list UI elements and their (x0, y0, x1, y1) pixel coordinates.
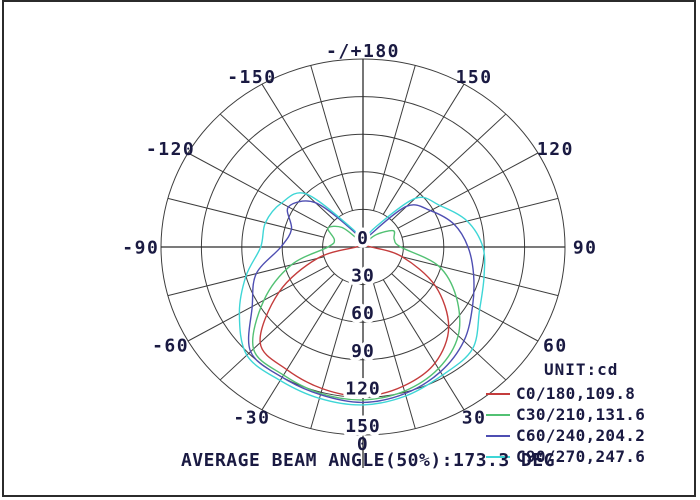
series-swatch-c60-240 (486, 434, 510, 437)
grid-spoke (219, 273, 335, 381)
legend-label-c60-240: C60/240,204.2 (516, 426, 646, 445)
angle-label-90: -90 (122, 237, 159, 258)
grid-spoke (310, 283, 354, 429)
curve-c90-270 (238, 192, 486, 406)
grid-spoke (261, 279, 344, 411)
angle-label-90: 90 (573, 237, 598, 258)
radial-tick-30: 30 (351, 266, 375, 287)
center-zero-label: 0 (357, 228, 369, 249)
angle-label-0: 0 (357, 434, 369, 455)
grid-spoke (372, 283, 416, 429)
curve-c30-210 (252, 225, 461, 401)
legend-item-c30-210: C30/210,131.6 (486, 404, 645, 425)
angle-label-30: 30 (462, 407, 487, 428)
grid-spoke (382, 83, 465, 215)
series-swatch-c0-180 (486, 392, 510, 395)
grid-spoke (187, 152, 329, 229)
grid-spoke (397, 152, 539, 229)
legend-item-c60-240: C60/240,204.2 (486, 425, 645, 446)
curve-c60-240 (247, 200, 475, 404)
legend-label-c90-270: C90/270,247.6 (516, 447, 646, 466)
radial-tick-labels: 30 60 90 120 150 0 (342, 225, 384, 441)
angle-label-120: 120 (537, 139, 574, 160)
series-swatch-c90-270 (486, 455, 510, 458)
legend-label-c30-210: C30/210,131.6 (516, 405, 646, 424)
angle-label-150: -150 (227, 67, 276, 88)
intensity-curves (238, 192, 486, 406)
curve-c0-180 (259, 245, 450, 397)
angle-labels: -/+180 -150 150 -120 120 -90 90 -60 60 -30 30 0 (122, 41, 598, 455)
average-beam-angle-text: AVERAGE BEAM ANGLE(50%):173.3 DEG (180, 450, 556, 471)
grid-spoke (219, 113, 335, 221)
angle-label-150: 150 (456, 67, 493, 88)
radial-tick-90: 90 (351, 341, 375, 362)
angle-label-30: -30 (233, 407, 270, 428)
angle-label-60: 60 (543, 336, 568, 357)
angle-label-60: -60 (152, 336, 189, 357)
radial-tick-120: 120 (345, 378, 381, 399)
radial-tick-150: 150 (345, 416, 381, 437)
grid-spoke (382, 279, 465, 411)
grid-spoke (391, 113, 507, 221)
grid-spoke (261, 83, 344, 215)
grid-spoke (187, 265, 329, 342)
grid-spoke (310, 65, 354, 211)
grid-spoke (401, 256, 559, 297)
series-swatch-c30-210 (486, 413, 510, 416)
unit-label: UNIT:cd (544, 360, 619, 379)
grid-spoke (167, 197, 325, 238)
legend-item-c0-180: C0/180,109.8 (486, 383, 645, 404)
legend-label-c0-180: C0/180,109.8 (516, 384, 636, 403)
legend-item-c90-270: C90/270,247.6 (486, 446, 645, 467)
angle-label-120: -120 (146, 139, 195, 160)
legend: UNIT:cd C0/180,109.8 C30/210,131.6 C60/2… (486, 360, 645, 467)
angle-label-180: -/+180 (326, 41, 400, 62)
grid-spoke (397, 265, 539, 342)
radial-tick-60: 60 (351, 303, 375, 324)
grid-spoke (372, 65, 416, 211)
grid-spoke (401, 197, 559, 238)
